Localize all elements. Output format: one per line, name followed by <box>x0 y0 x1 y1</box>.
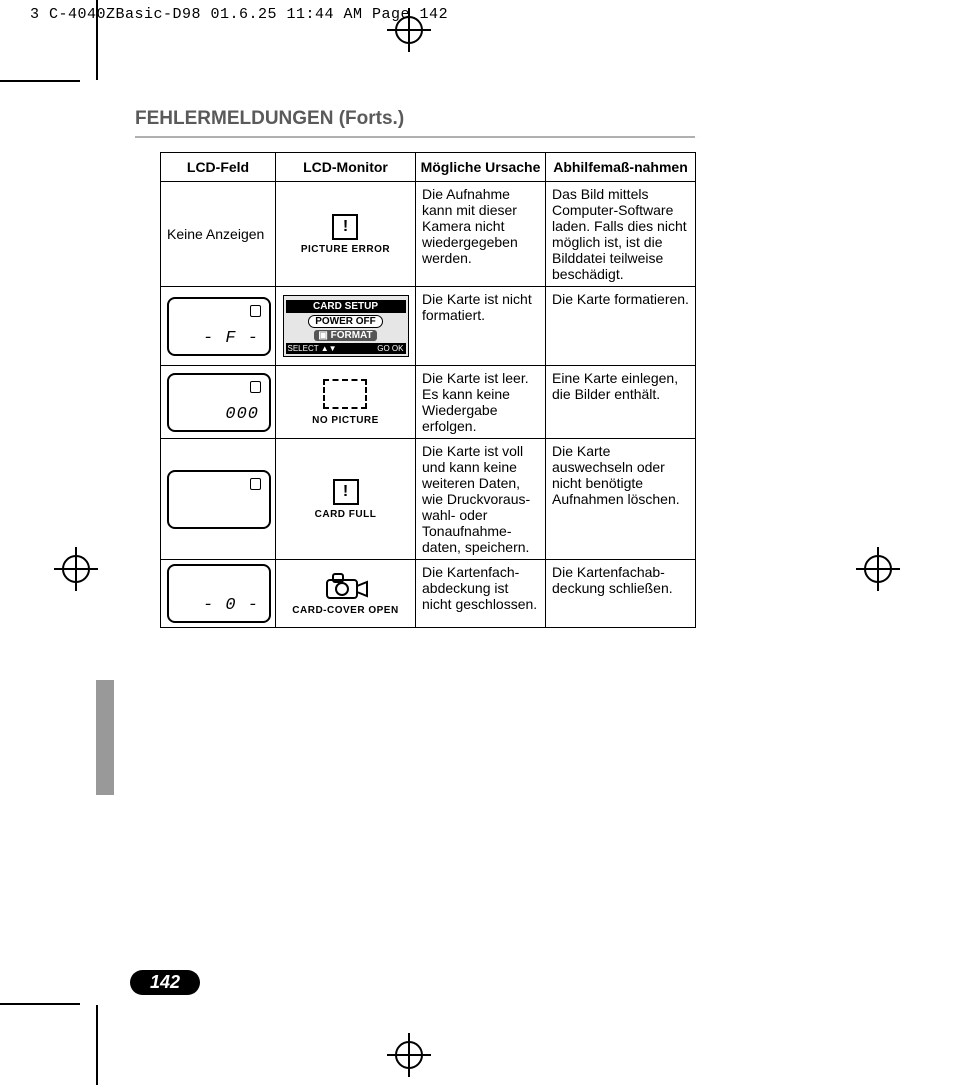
th-cause: Mögliche Ursache <box>416 153 546 182</box>
page: 3 C-4040ZBasic-D98 01.6.25 11:44 AM Page… <box>0 0 954 1085</box>
cell-lcd-feld <box>161 439 276 560</box>
menu-footer: SELECT ▲▼GO OK <box>286 343 406 354</box>
side-tab <box>96 680 114 795</box>
lcd-display-icon: 000 <box>167 373 271 432</box>
menu-option: POWER OFF <box>308 315 383 328</box>
dashed-frame-icon <box>323 379 367 409</box>
table-row: - F - CARD SETUP POWER OFF ▣ FORMAT SELECT ▲… <box>161 287 696 366</box>
registration-target-icon <box>864 555 892 583</box>
content: FEHLERMELDUNGEN (Forts.) LCD-Feld LCD-Mo… <box>135 108 695 628</box>
cell-lcd-monitor: ! CARD FULL <box>276 439 416 560</box>
lcd-segment-text: - F - <box>203 329 259 348</box>
error-table: LCD-Feld LCD-Monitor Mögliche Ursache Ab… <box>160 152 696 628</box>
lcd-segment-text: 000 <box>225 405 259 424</box>
cell-lcd-feld: 000 <box>161 366 276 439</box>
cell-remedy: Die Karte auswechseln oder nicht benötig… <box>546 439 696 560</box>
cell-lcd-feld: Keine Anzeigen <box>161 182 276 287</box>
menu-option-selected: ▣ FORMAT <box>314 330 376 341</box>
monitor-graphic: CARD-COVER OPEN <box>292 572 398 616</box>
table-row: ! CARD FULL Die Karte ist voll und kann ke… <box>161 439 696 560</box>
cell-lcd-monitor: NO PICTURE <box>276 366 416 439</box>
table-row: 000 NO PICTURE Die Karte ist leer. Es kann… <box>161 366 696 439</box>
cell-cause: Die Karte ist nicht formatiert. <box>416 287 546 366</box>
registration-target-icon <box>395 1041 423 1069</box>
camera-icon <box>323 572 369 602</box>
table-row: - 0 - CARD-COVER OPEN Die Kartenfach-abdec… <box>161 560 696 628</box>
section-title: FEHLERMELDUNGEN (Forts.) <box>135 108 695 138</box>
card-slot-icon <box>250 305 261 317</box>
lcd-display-icon: - F - <box>167 297 271 356</box>
cell-remedy: Die Karte formatieren. <box>546 287 696 366</box>
cell-cause: Die Karte ist voll und kann keine weiter… <box>416 439 546 560</box>
th-lcd-feld: LCD-Feld <box>161 153 276 182</box>
exclamation-icon: ! <box>332 214 358 240</box>
th-remedy: Abhilfemaß-nahmen <box>546 153 696 182</box>
monitor-label: NO PICTURE <box>312 415 379 426</box>
monitor-label: CARD FULL <box>315 509 377 520</box>
monitor-label: PICTURE ERROR <box>301 244 390 255</box>
crop-mark <box>96 0 98 80</box>
th-lcd-monitor: LCD-Monitor <box>276 153 416 182</box>
lcd-display-icon: - 0 - <box>167 564 271 623</box>
cell-cause: Die Aufnahme kann mit dieser Kamera nich… <box>416 182 546 287</box>
exclamation-icon: ! <box>333 479 359 505</box>
page-number: 142 <box>130 970 200 995</box>
monitor-graphic: CARD SETUP POWER OFF ▣ FORMAT SELECT ▲▼GO O… <box>283 295 409 357</box>
crop-mark <box>0 1003 80 1005</box>
cell-remedy: Die Kartenfachab-deckung schließen. <box>546 560 696 628</box>
lcd-display-icon <box>167 470 271 529</box>
cell-lcd-feld: - F - <box>161 287 276 366</box>
monitor-graphic: ! CARD FULL <box>315 479 377 520</box>
table-row: Keine Anzeigen! PICTURE ERROR Die Aufnahme… <box>161 182 696 287</box>
card-setup-menu: CARD SETUP POWER OFF ▣ FORMAT SELECT ▲▼GO O… <box>283 295 409 357</box>
registration-target-icon <box>62 555 90 583</box>
card-slot-icon <box>250 381 261 393</box>
cell-remedy: Eine Karte einlegen, die Bilder enthält. <box>546 366 696 439</box>
cell-cause: Die Karte ist leer. Es kann keine Wieder… <box>416 366 546 439</box>
menu-header: CARD SETUP <box>286 300 406 313</box>
crop-mark <box>0 80 80 82</box>
crop-mark <box>96 1005 98 1085</box>
scan-header: 3 C-4040ZBasic-D98 01.6.25 11:44 AM Page… <box>30 6 448 23</box>
cell-lcd-monitor: CARD-COVER OPEN <box>276 560 416 628</box>
registration-target-icon <box>395 16 423 44</box>
lcd-segment-text: - 0 - <box>203 596 259 615</box>
monitor-label: CARD-COVER OPEN <box>292 605 398 616</box>
cell-cause: Die Kartenfach-abdeckung ist nicht gesch… <box>416 560 546 628</box>
monitor-graphic: ! PICTURE ERROR <box>301 214 390 255</box>
monitor-graphic: NO PICTURE <box>312 379 379 426</box>
card-slot-icon <box>250 478 261 490</box>
cell-remedy: Das Bild mittels Computer-Software laden… <box>546 182 696 287</box>
cell-lcd-monitor: ! PICTURE ERROR <box>276 182 416 287</box>
cell-lcd-monitor: CARD SETUP POWER OFF ▣ FORMAT SELECT ▲▼GO O… <box>276 287 416 366</box>
cell-lcd-feld: - 0 - <box>161 560 276 628</box>
